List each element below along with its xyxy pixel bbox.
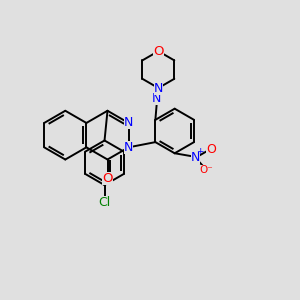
Text: N: N [191,151,200,164]
Text: O: O [102,172,113,185]
Text: N: N [124,116,133,130]
Text: N: N [154,82,163,94]
Text: Cl: Cl [98,196,111,209]
Text: N: N [152,92,162,105]
Text: O: O [153,45,164,58]
Text: O⁻: O⁻ [199,165,213,175]
Text: O: O [206,143,216,156]
Text: N: N [124,141,133,154]
Text: +: + [196,147,204,156]
